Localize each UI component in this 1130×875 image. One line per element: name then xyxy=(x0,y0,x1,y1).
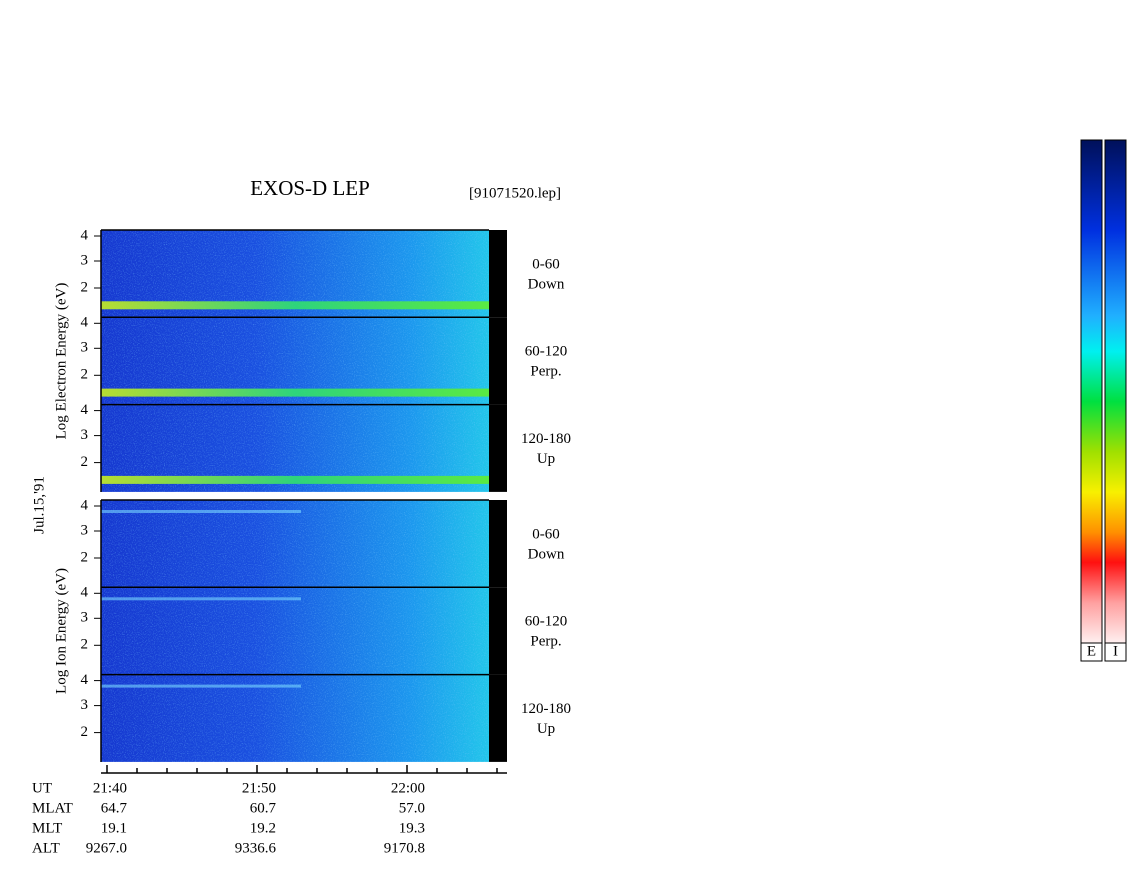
row-label: MLT xyxy=(32,820,62,836)
row-value: 64.7 xyxy=(101,800,128,816)
row-label: MLAT xyxy=(32,800,73,816)
y-tick-label: 2 xyxy=(81,279,89,295)
y-tick-label: 3 xyxy=(81,340,89,356)
y-tick-label: 4 xyxy=(81,497,89,513)
y-tick-label: 4 xyxy=(81,227,89,243)
color-bar xyxy=(1104,139,1127,644)
y-tick-label: 2 xyxy=(81,724,89,740)
data-gap xyxy=(489,674,507,762)
angle-label: 0-60 xyxy=(532,526,560,542)
angle-label: 120-180 xyxy=(521,431,571,447)
axis-label: Log Electron Energy (eV) xyxy=(53,283,69,440)
y-tick-label: 2 xyxy=(81,454,89,470)
date: Jul.15,'91 xyxy=(31,476,47,534)
color-bar-label: I xyxy=(1113,643,1118,659)
ion-beam xyxy=(101,684,301,688)
row-value: 9170.8 xyxy=(384,840,425,856)
noise-texture xyxy=(101,587,489,675)
y-tick-label: 4 xyxy=(81,402,89,418)
low-energy-band xyxy=(101,475,489,484)
row-value: 19.1 xyxy=(101,820,127,836)
row-value: 9336.6 xyxy=(235,840,277,856)
ion-beam xyxy=(101,597,301,601)
ion-beam xyxy=(101,510,301,513)
row-value: 21:40 xyxy=(93,780,127,796)
row-label: UT xyxy=(32,780,52,796)
angle-label: 60-120 xyxy=(525,614,568,630)
y-tick-label: 2 xyxy=(81,367,89,383)
row-value: 60.7 xyxy=(250,800,277,816)
direction-label: Down xyxy=(528,276,565,292)
y-tick-label: 4 xyxy=(81,585,89,601)
title: EXOS-D LEP xyxy=(250,176,370,200)
angle-label: 0-60 xyxy=(532,256,560,272)
data-gap xyxy=(489,404,507,492)
color-bar-label-box xyxy=(1104,642,1127,662)
y-tick-label: 3 xyxy=(81,697,89,713)
angle-label: 60-120 xyxy=(525,344,568,360)
noise-texture xyxy=(101,500,489,588)
low-energy-band xyxy=(101,301,489,310)
y-tick-label: 2 xyxy=(81,549,89,565)
axis-label: Log Ion Energy (eV) xyxy=(53,568,69,694)
data-gap xyxy=(489,587,507,675)
direction-label: Perp. xyxy=(530,364,561,380)
color-bar xyxy=(1080,139,1103,644)
direction-label: Down xyxy=(528,546,565,562)
row-value: 19.2 xyxy=(250,820,276,836)
data-gap xyxy=(489,500,507,588)
angle-label: 120-180 xyxy=(521,701,571,717)
noise-texture xyxy=(101,674,489,762)
y-tick-label: 3 xyxy=(81,252,89,268)
color-bar-label: E xyxy=(1087,643,1096,659)
y-tick-label: 4 xyxy=(81,315,89,331)
data-gap xyxy=(489,317,507,405)
direction-label: Up xyxy=(537,451,555,467)
row-value: 19.3 xyxy=(399,820,425,836)
y-tick-label: 4 xyxy=(81,672,89,688)
y-tick-label: 3 xyxy=(81,522,89,538)
row-value: 21:50 xyxy=(242,780,276,796)
low-energy-band xyxy=(101,388,489,397)
y-tick-label: 3 xyxy=(81,427,89,443)
direction-label: Up xyxy=(537,721,555,737)
row-value: 57.0 xyxy=(399,800,425,816)
direction-label: Perp. xyxy=(530,634,561,650)
y-tick-label: 2 xyxy=(81,637,89,653)
color-bar-label-box xyxy=(1080,642,1103,662)
row-label: ALT xyxy=(32,840,60,856)
y-tick-label: 3 xyxy=(81,610,89,626)
data-gap xyxy=(489,230,507,318)
file-name: [91071520.lep] xyxy=(469,185,561,201)
row-value: 22:00 xyxy=(391,780,425,796)
row-value: 9267.0 xyxy=(86,840,127,856)
